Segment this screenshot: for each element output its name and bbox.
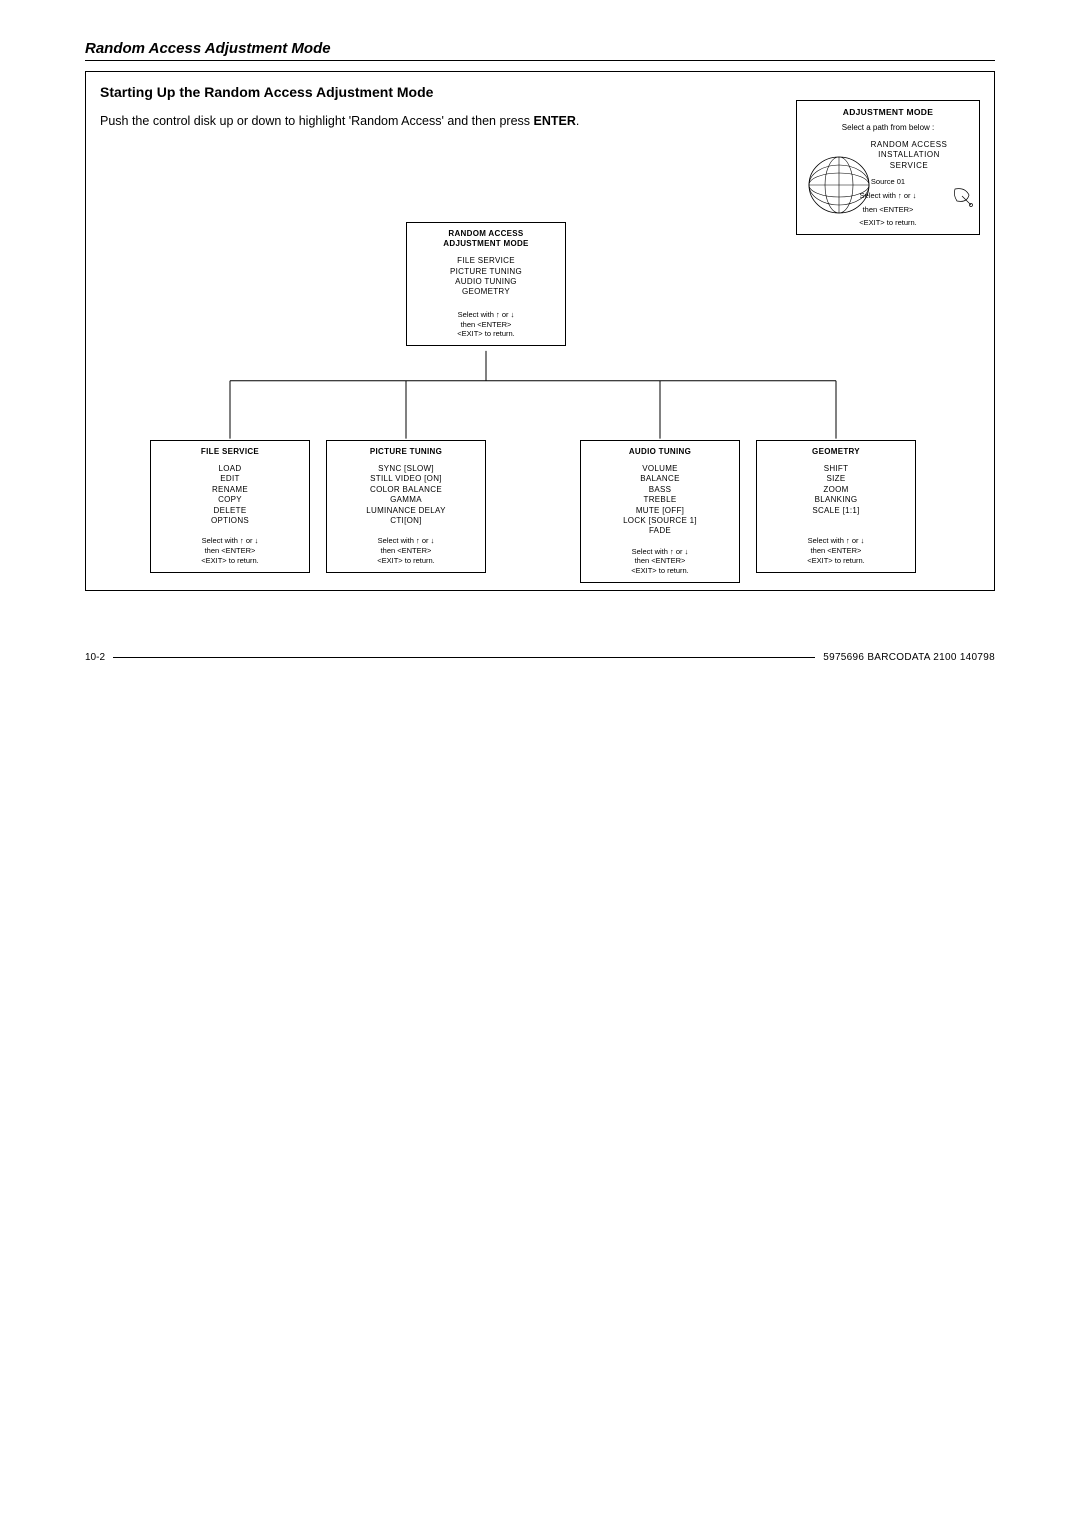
picture-item: SYNC [SLOW]: [327, 464, 485, 474]
picture-tuning-screen: PICTURE TUNING SYNC [SLOW] STILL VIDEO […: [326, 440, 486, 573]
section-title: Starting Up the Random Access Adjustment…: [100, 84, 994, 100]
geometry-item: SCALE [1:1]: [757, 506, 915, 516]
ra-items: FILE SERVICE PICTURE TUNING AUDIO TUNING…: [407, 252, 565, 310]
file-sel-2: then <ENTER>: [151, 546, 309, 556]
geometry-item: BLANKING: [757, 495, 915, 505]
page: Random Access Adjustment Mode Starting U…: [0, 0, 1080, 591]
audio-tuning-screen: AUDIO TUNING VOLUME BALANCE BASS TREBLE …: [580, 440, 740, 583]
picture-items: SYNC [SLOW] STILL VIDEO [ON] COLOR BALAN…: [327, 460, 485, 536]
geometry-screen: GEOMETRY SHIFT SIZE ZOOM BLANKING SCALE …: [756, 440, 916, 573]
file-service-screen: FILE SERVICE LOAD EDIT RENAME COPY DELET…: [150, 440, 310, 573]
audio-title: AUDIO TUNING: [581, 441, 739, 460]
geometry-title: GEOMETRY: [757, 441, 915, 460]
picture-item: LUMINANCE DELAY: [327, 506, 485, 516]
picture-sel-2: then <ENTER>: [327, 546, 485, 556]
file-sel-3: <EXIT> to return.: [151, 556, 309, 566]
random-access-screen: RANDOM ACCESS ADJUSTMENT MODE FILE SERVI…: [406, 222, 566, 346]
audio-item: FADE: [581, 526, 739, 536]
picture-item: GAMMA: [327, 495, 485, 505]
ra-item-file: FILE SERVICE: [407, 256, 565, 266]
picture-sel-1: Select with ↑ or ↓: [327, 536, 485, 546]
audio-item: MUTE [OFF]: [581, 506, 739, 516]
audio-item: BASS: [581, 485, 739, 495]
ra-title-2: ADJUSTMENT MODE: [443, 239, 528, 248]
file-items: LOAD EDIT RENAME COPY DELETE OPTIONS: [151, 460, 309, 536]
footer-code: 5975696 BARCODATA 2100 140798: [815, 652, 995, 663]
page-header: Random Access Adjustment Mode: [85, 40, 995, 61]
file-item: LOAD: [151, 464, 309, 474]
satellite-icon: [951, 185, 973, 207]
adj-subtitle: Select a path from below :: [797, 121, 979, 136]
ra-item-audio: AUDIO TUNING: [407, 277, 565, 287]
ra-title-1: RANDOM ACCESS: [448, 229, 523, 238]
ra-item-geometry: GEOMETRY: [407, 287, 565, 297]
ra-select-3: <EXIT> to return.: [407, 329, 565, 339]
picture-item: COLOR BALANCE: [327, 485, 485, 495]
audio-item: BALANCE: [581, 474, 739, 484]
audio-sel-3: <EXIT> to return.: [581, 566, 739, 576]
ra-select-2: then <ENTER>: [407, 320, 565, 330]
content-frame: Starting Up the Random Access Adjustment…: [85, 71, 995, 591]
footer-rule: [113, 657, 815, 658]
picture-sel-3: <EXIT> to return.: [327, 556, 485, 566]
instruction-key: ENTER: [534, 114, 576, 128]
audio-item: TREBLE: [581, 495, 739, 505]
geometry-item-blank: [757, 516, 915, 526]
file-item: EDIT: [151, 474, 309, 484]
geometry-sel-3: <EXIT> to return.: [757, 556, 915, 566]
geometry-items: SHIFT SIZE ZOOM BLANKING SCALE [1:1]: [757, 460, 915, 536]
file-item: DELETE: [151, 506, 309, 516]
picture-title: PICTURE TUNING: [327, 441, 485, 460]
audio-item: LOCK [SOURCE 1]: [581, 516, 739, 526]
geometry-sel-1: Select with ↑ or ↓: [757, 536, 915, 546]
file-sel-1: Select with ↑ or ↓: [151, 536, 309, 546]
ra-select-1: Select with ↑ or ↓: [407, 310, 565, 320]
geometry-item: SHIFT: [757, 464, 915, 474]
geometry-item: ZOOM: [757, 485, 915, 495]
picture-item: STILL VIDEO [ON]: [327, 474, 485, 484]
adj-item-random: RANDOM ACCESS: [839, 140, 979, 150]
geometry-item: SIZE: [757, 474, 915, 484]
file-item: RENAME: [151, 485, 309, 495]
ra-item-picture: PICTURE TUNING: [407, 267, 565, 277]
file-title: FILE SERVICE: [151, 441, 309, 460]
instruction-pre: Push the control disk up or down to high…: [100, 114, 534, 128]
page-footer: 10-2 5975696 BARCODATA 2100 140798: [85, 652, 995, 663]
ra-title: RANDOM ACCESS ADJUSTMENT MODE: [407, 223, 565, 252]
adj-title: ADJUSTMENT MODE: [797, 101, 979, 121]
audio-item: VOLUME: [581, 464, 739, 474]
picture-item: CTI[ON]: [327, 516, 485, 526]
globe-icon: [805, 153, 873, 217]
file-item: OPTIONS: [151, 516, 309, 526]
audio-sel-2: then <ENTER>: [581, 556, 739, 566]
audio-sel-1: Select with ↑ or ↓: [581, 547, 739, 557]
geometry-sel-2: then <ENTER>: [757, 546, 915, 556]
audio-items: VOLUME BALANCE BASS TREBLE MUTE [OFF] LO…: [581, 460, 739, 547]
file-item: COPY: [151, 495, 309, 505]
page-number: 10-2: [85, 652, 113, 663]
adjustment-mode-screen: ADJUSTMENT MODE Select a path from below…: [796, 100, 980, 235]
instruction-post: .: [576, 114, 579, 128]
